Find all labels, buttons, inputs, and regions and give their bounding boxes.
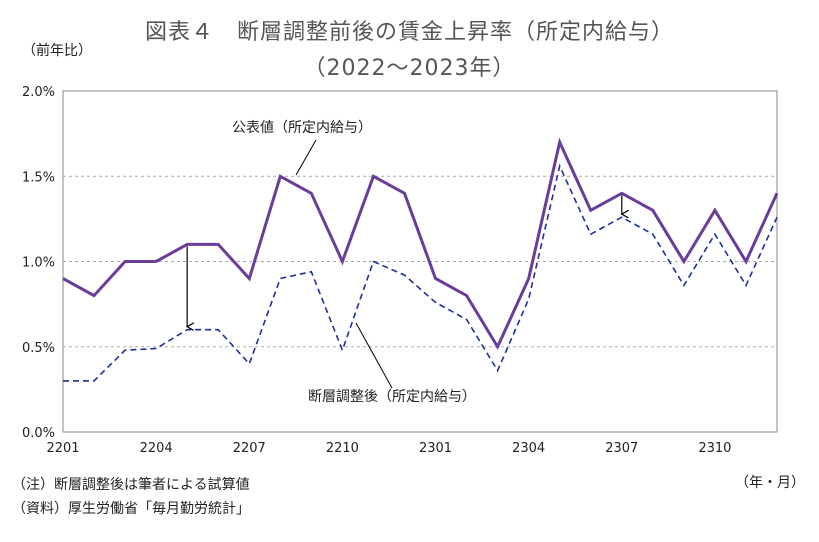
x-axis-unit-label: （年・月） xyxy=(735,475,805,491)
series-line-adjusted xyxy=(63,163,778,382)
chart-subtitle: （2022～2023年） xyxy=(303,56,516,81)
x-tick-label: 2201 xyxy=(46,441,79,456)
x-tick-label: 2304 xyxy=(512,441,545,456)
x-tick-label: 2204 xyxy=(140,441,173,456)
plot-frame xyxy=(62,90,778,433)
x-tick-label: 2207 xyxy=(233,441,266,456)
x-tick-label: 2210 xyxy=(326,441,359,456)
y-tick-label: 1.5% xyxy=(22,170,55,185)
series-annotation-label: 断層調整後（所定内給与） xyxy=(308,389,476,405)
annotation-leader-line xyxy=(295,139,317,176)
footnote-source: （資料）厚生労働省「毎月勤労統計」 xyxy=(12,501,250,517)
y-tick-label: 0.5% xyxy=(22,341,55,356)
x-tick-label: 2301 xyxy=(419,441,452,456)
annotation-leader-line xyxy=(355,322,393,389)
x-tick-label: 2307 xyxy=(605,441,638,456)
y-tick-label: 0.0% xyxy=(22,426,55,441)
y-tick-label: 1.0% xyxy=(22,256,55,271)
chart-title: 図表４ 断層調整前後の賃金上昇率（所定内給与） xyxy=(144,20,674,45)
y-axis-unit-label: （前年比） xyxy=(22,43,92,59)
series-line-published xyxy=(62,137,779,351)
series-annotation-label: 公表値（所定内給与） xyxy=(232,120,372,136)
y-tick-label: 2.0% xyxy=(22,85,55,100)
footnote-note: （注）断層調整後は筆者による試算値 xyxy=(12,477,250,493)
x-tick-label: 2310 xyxy=(698,441,731,456)
